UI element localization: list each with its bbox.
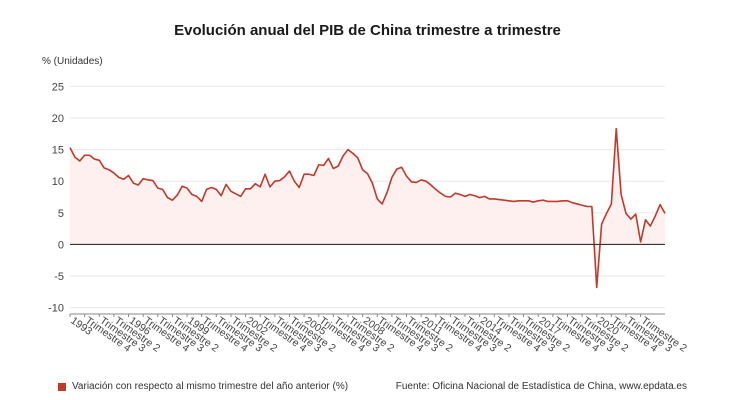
legend-swatch	[58, 382, 66, 391]
y-tick-label: 20	[52, 113, 64, 125]
chart-title: Evolución anual del PIB de China trimest…	[174, 22, 561, 39]
series-line	[69, 127, 666, 289]
y-tick-label: 10	[52, 176, 64, 188]
legend-label: Variación con respecto al mismo trimestr…	[72, 381, 349, 392]
series-area	[70, 128, 665, 288]
y-tick-label: -10	[48, 303, 64, 315]
x-axis	[70, 243, 665, 315]
legend: Variación con respecto al mismo trimestr…	[58, 381, 348, 392]
y-tick-label: -5	[54, 271, 64, 283]
y-axis-ticks: 25 20 15 10 5 0 -5 -10	[48, 81, 64, 314]
y-tick-label: 5	[58, 208, 64, 220]
area-layer	[69, 127, 666, 289]
y-tick-label: 15	[52, 145, 64, 157]
y-tick-label: 0	[58, 239, 64, 251]
y-tick-label: 25	[52, 81, 64, 93]
y-axis-label: % (Unidades)	[42, 56, 103, 67]
source-note: Fuente: Oficina Nacional de Estadística …	[395, 381, 687, 392]
